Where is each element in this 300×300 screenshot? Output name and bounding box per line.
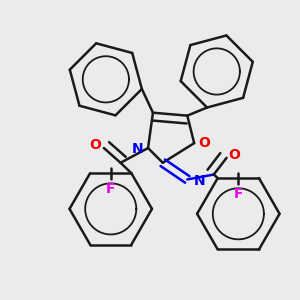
Text: N: N xyxy=(193,174,205,188)
Text: F: F xyxy=(234,187,243,201)
Text: O: O xyxy=(229,148,240,162)
Text: O: O xyxy=(89,138,101,152)
Text: N: N xyxy=(131,142,143,156)
Text: F: F xyxy=(106,182,116,196)
Text: O: O xyxy=(198,136,210,150)
